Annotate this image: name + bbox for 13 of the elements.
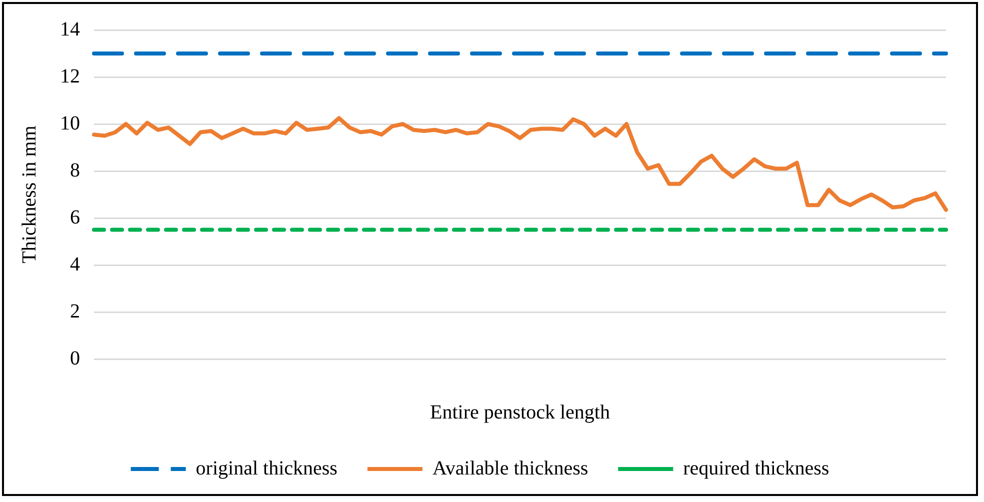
y-tick-label: 4 (70, 253, 80, 276)
x-axis-title: Entire penstock length (430, 401, 610, 424)
y-tick-label: 14 (60, 18, 80, 40)
legend-label: original thickness (196, 457, 338, 480)
legend-label: Available thickness (432, 457, 588, 480)
y-tick-label: 0 (70, 347, 80, 370)
y-tick-label: 2 (70, 300, 80, 322)
y-tick-label: 12 (60, 65, 80, 88)
y-axis-title: Thickness in mm (18, 125, 40, 264)
y-tick-label: 6 (70, 206, 80, 228)
y-tick-label: 10 (60, 112, 80, 134)
legend-label: required thickness (683, 457, 830, 480)
y-tick-label: 8 (70, 159, 80, 182)
